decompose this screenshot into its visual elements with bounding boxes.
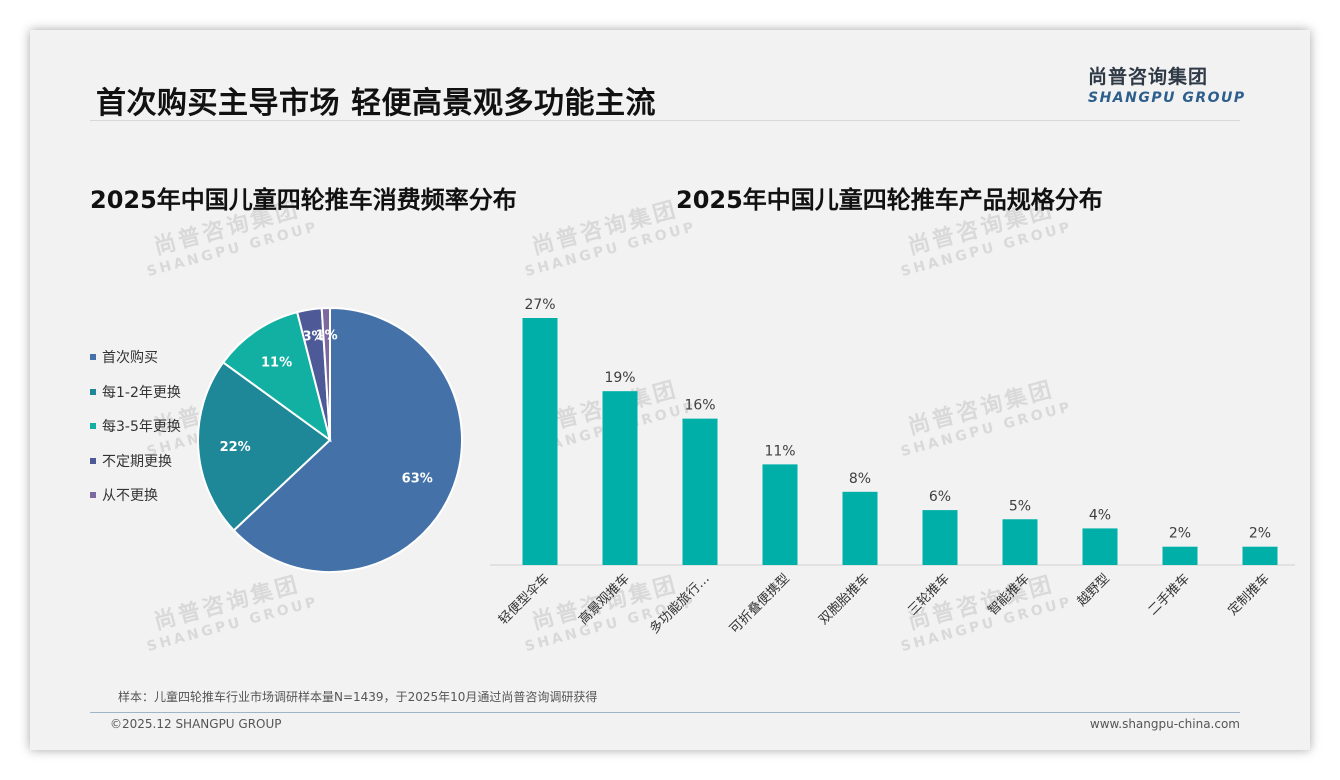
pie-data-label: 1% — [316, 328, 338, 343]
bar-data-label: 27% — [524, 297, 555, 313]
pie-data-label: 11% — [261, 355, 292, 370]
pie-data-label: 63% — [402, 472, 433, 487]
x-tick-label: 高景观推车 — [576, 571, 633, 628]
bar — [842, 491, 878, 565]
copyright-text: ©2025.12 SHANGPU GROUP — [110, 717, 282, 731]
website-link[interactable]: www.shangpu-china.com — [1089, 717, 1240, 731]
bar-data-label: 19% — [604, 370, 635, 386]
x-tick-label: 智能推车 — [985, 571, 1033, 619]
x-tick-label: 三轮推车 — [905, 571, 953, 619]
footer-divider — [90, 712, 1240, 713]
bar-chart: 27% 轻便型伞车 19% 高景观推车 16% 多功能旅行… 11% 可折叠便携型 8% 双胞胎推… — [490, 297, 1295, 637]
sample-footnote: 样本：儿童四轮推车行业市场调研样本量N=1439，于2025年10月通过尚普咨询… — [118, 690, 598, 704]
pie-slice — [221, 310, 332, 443]
logo-cn-text: 尚普咨询集团 — [1088, 66, 1209, 88]
pie-slice — [197, 361, 332, 532]
x-tick-label: 双胞胎推车 — [816, 571, 873, 628]
legend-label: 每3-5年更换 — [102, 419, 181, 436]
pie-chart: 63% 22% 11% 3%1% — [197, 306, 463, 573]
legend-item: 首次购买 — [90, 340, 181, 375]
bar-data-label: 6% — [929, 489, 951, 505]
legend-item: 每1-2年更换 — [90, 375, 181, 410]
pie-data-label: 3% — [302, 330, 324, 345]
bar — [1002, 519, 1038, 565]
legend-swatch — [90, 388, 96, 395]
x-tick-label: 可折叠便携型 — [726, 571, 792, 637]
legend-swatch — [90, 492, 96, 499]
legend-item: 每3-5年更换 — [90, 409, 181, 444]
pie-legend: 首次购买 每1-2年更换 每3-5年更换 不定期更换 从不更换 — [90, 340, 181, 513]
pie-data-label: 22% — [220, 440, 251, 455]
bar-data-label: 11% — [764, 443, 795, 459]
bar — [682, 418, 718, 565]
bar-data-label: 4% — [1089, 507, 1111, 523]
bar-data-label: 8% — [849, 471, 871, 487]
legend-item: 从不更换 — [90, 478, 181, 513]
company-logo: 尚普咨询集团 SHANGPU GROUP — [1088, 62, 1248, 106]
x-tick-label: 轻便型伞车 — [496, 571, 553, 628]
x-tick-label: 越野型 — [1075, 571, 1113, 609]
page-title: 首次购买主导市场 轻便高景观多功能主流 — [96, 86, 656, 121]
legend-label: 首次购买 — [102, 350, 158, 367]
bar-chart-title: 2025年中国儿童四轮推车产品规格分布 — [676, 186, 1103, 214]
logo-en-text: SHANGPU GROUP — [1088, 90, 1246, 106]
pie-slice — [320, 306, 331, 441]
bar — [762, 464, 798, 565]
bar — [602, 391, 638, 565]
x-tick-label: 多功能旅行… — [646, 571, 712, 637]
legend-swatch — [90, 423, 96, 430]
legend-label: 从不更换 — [102, 488, 158, 505]
legend-swatch — [90, 457, 96, 464]
bar-data-label: 2% — [1169, 526, 1191, 542]
legend-label: 每1-2年更换 — [102, 384, 181, 401]
pie-chart-title: 2025年中国儿童四轮推车消费频率分布 — [90, 186, 517, 214]
bar — [1242, 546, 1278, 565]
title-divider — [90, 120, 1240, 121]
bar-data-label: 2% — [1249, 526, 1271, 542]
bar — [922, 510, 958, 565]
x-tick-label: 定制推车 — [1225, 571, 1273, 619]
bar — [522, 318, 558, 565]
pie-slice — [232, 306, 463, 573]
bar-data-label: 5% — [1009, 498, 1031, 514]
bar — [1082, 528, 1118, 565]
legend-swatch — [90, 354, 96, 361]
slide: 尚普咨询集团 SHANGPU GROUP 尚普咨询集团 SHANGPU GROUP … — [30, 30, 1310, 750]
legend-label: 不定期更换 — [102, 453, 172, 470]
bar — [1162, 546, 1198, 565]
bar-data-label: 16% — [684, 398, 715, 414]
x-tick-label: 二手推车 — [1145, 571, 1193, 619]
legend-item: 不定期更换 — [90, 444, 181, 479]
